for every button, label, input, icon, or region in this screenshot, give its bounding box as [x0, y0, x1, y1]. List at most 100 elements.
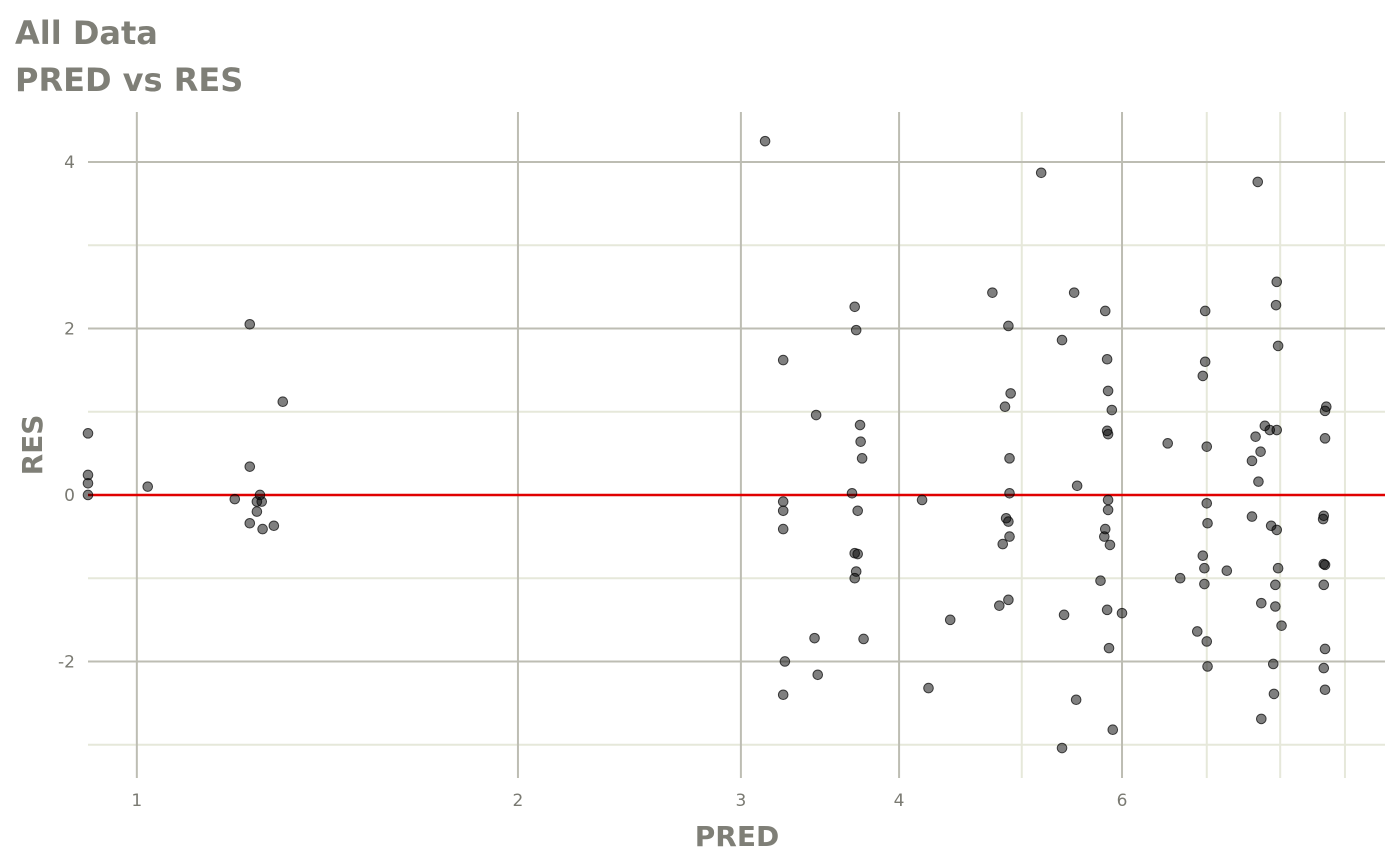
data-point	[229, 493, 241, 505]
data-point	[1276, 620, 1287, 631]
data-point	[1318, 662, 1330, 674]
data-point	[856, 453, 868, 464]
data-point	[244, 517, 256, 529]
x-tick-label: 3	[735, 791, 746, 811]
data-point	[82, 489, 94, 501]
data-point	[1035, 167, 1047, 179]
y-axis-label: RES	[16, 415, 49, 476]
data-point	[916, 494, 928, 506]
data-point	[1005, 388, 1016, 399]
data-point	[1256, 713, 1267, 725]
data-point	[777, 689, 789, 701]
data-point	[777, 496, 789, 507]
chart-subtitle: PRED vs RES	[15, 61, 244, 99]
x-tick-label: 4	[894, 791, 905, 811]
data-point	[1099, 531, 1110, 542]
data-point	[810, 409, 822, 421]
data-point	[1004, 487, 1015, 499]
data-point	[777, 505, 789, 517]
data-point	[1004, 531, 1015, 542]
x-axis-label: PRED	[695, 820, 779, 853]
data-point	[1319, 643, 1331, 655]
data-point	[1068, 287, 1080, 298]
data-point	[997, 538, 1009, 550]
data-point	[1116, 607, 1128, 619]
data-point	[1099, 305, 1111, 317]
data-point	[1272, 562, 1284, 574]
data-point	[1201, 441, 1213, 452]
data-point	[1197, 370, 1209, 382]
chart-title: All Data	[15, 14, 158, 52]
data-point	[1272, 340, 1284, 352]
data-point	[1070, 694, 1082, 706]
data-point	[82, 428, 94, 439]
data-point	[987, 287, 998, 298]
data-point	[1056, 334, 1068, 346]
data-point	[1252, 176, 1264, 188]
data-point	[268, 520, 280, 532]
data-point	[852, 548, 863, 560]
y-tick-label: -2	[58, 652, 75, 672]
data-point	[944, 614, 956, 626]
data-point	[1056, 742, 1068, 754]
data-point	[1202, 661, 1213, 672]
data-point	[850, 324, 862, 336]
y-tick-label: 0	[64, 486, 75, 506]
data-point	[251, 506, 263, 517]
data-point	[852, 505, 863, 517]
data-point	[1102, 385, 1114, 397]
data-point	[994, 600, 1005, 611]
data-point	[257, 523, 268, 535]
data-point	[1101, 604, 1113, 616]
data-point	[1202, 517, 1213, 529]
grid	[88, 112, 1385, 778]
tick-labels: -2 0 2 4 1 2 3 4 6	[58, 153, 1127, 811]
data-point	[1319, 405, 1331, 417]
points	[82, 135, 1332, 754]
data-point	[1106, 404, 1118, 416]
data-point	[1319, 684, 1331, 696]
data-point	[1095, 575, 1106, 586]
data-point	[1107, 724, 1119, 736]
data-point	[854, 419, 866, 431]
data-point	[1199, 578, 1210, 590]
data-point	[1058, 609, 1070, 621]
data-point	[1270, 579, 1281, 591]
y-tick-label: 2	[64, 319, 75, 339]
data-point	[1319, 433, 1331, 444]
data-point	[759, 135, 771, 147]
data-point	[1270, 299, 1282, 311]
data-point	[1199, 356, 1211, 368]
data-point	[1162, 438, 1174, 449]
data-point	[1271, 424, 1283, 436]
data-point	[1102, 494, 1114, 506]
data-point	[1267, 658, 1279, 670]
data-point	[849, 301, 861, 313]
data-point	[1102, 428, 1114, 440]
data-point	[1268, 688, 1280, 700]
data-point	[1246, 455, 1258, 467]
data-point	[1319, 559, 1331, 571]
y-tick-label: 4	[64, 153, 75, 173]
data-point	[812, 669, 824, 681]
data-point	[1250, 431, 1261, 442]
data-point	[1004, 453, 1015, 464]
data-point	[999, 401, 1011, 413]
data-point	[1256, 597, 1267, 609]
data-point	[1317, 513, 1329, 525]
data-point	[809, 632, 820, 644]
data-point	[1191, 626, 1203, 637]
data-point	[923, 682, 934, 694]
data-point	[1199, 305, 1211, 317]
data-point	[1255, 446, 1266, 457]
data-point	[1253, 476, 1264, 487]
data-point	[142, 481, 154, 492]
data-point	[777, 523, 789, 535]
data-point	[849, 572, 861, 584]
data-point	[1318, 579, 1330, 591]
x-tick-label: 1	[131, 791, 142, 811]
data-point	[777, 354, 789, 366]
data-point	[846, 487, 858, 499]
data-point	[1071, 480, 1083, 492]
data-point	[1201, 497, 1213, 509]
